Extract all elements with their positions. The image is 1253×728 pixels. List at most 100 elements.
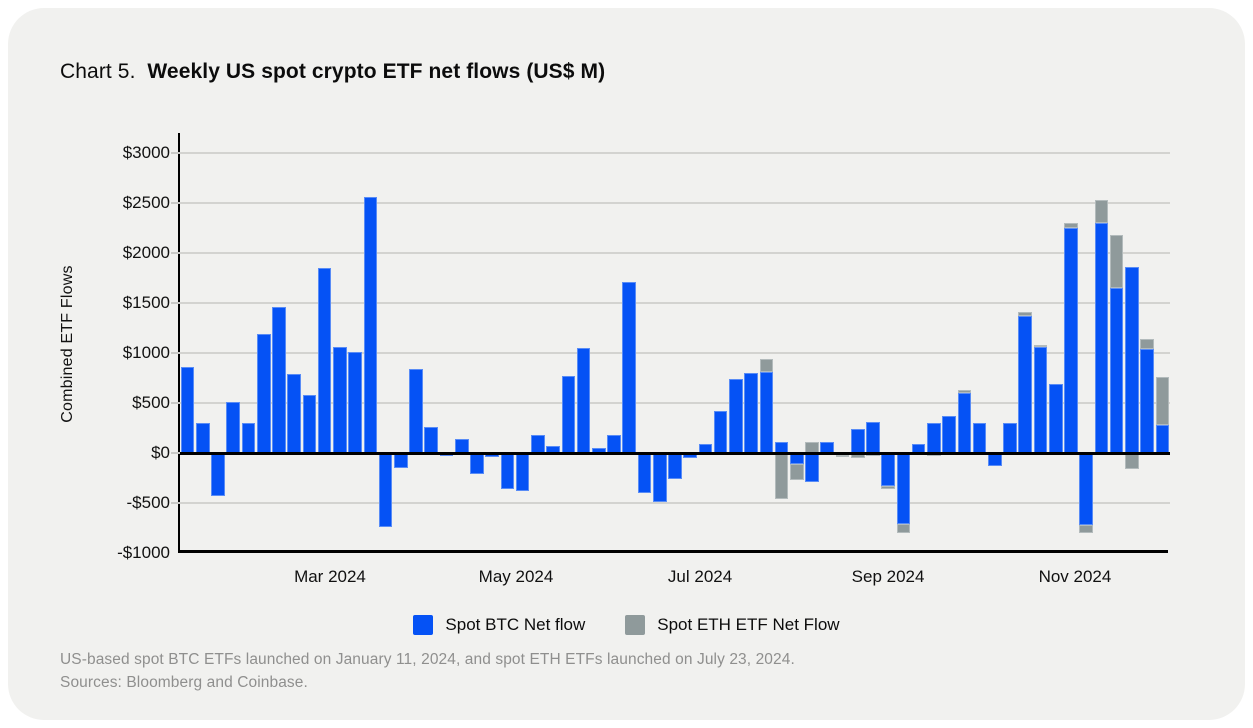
btc-bar-segment — [424, 426, 439, 453]
btc-bar-segment — [378, 453, 393, 527]
footnote-line-1: US-based spot BTC ETFs launched on Janua… — [60, 651, 795, 668]
btc-bar-segment — [637, 453, 652, 493]
btc-bar-segment — [287, 374, 301, 453]
btc-bar-segment — [683, 453, 697, 458]
btc-bar-segment — [896, 453, 911, 524]
eth-bar-segment — [1064, 223, 1078, 228]
btc-legend-label: Spot BTC Net flow — [445, 615, 586, 634]
gridline — [180, 502, 1170, 504]
y-tick-mark — [171, 202, 180, 204]
eth-bar-segment — [881, 486, 895, 489]
x-axis-label: Sep 2024 — [851, 567, 925, 586]
eth-bar-segment — [1033, 344, 1048, 347]
btc-bar-segment — [1003, 423, 1017, 453]
eth-bar-segment — [850, 453, 865, 458]
eth-bar-segment — [790, 464, 804, 480]
btc-bar-segment — [1048, 384, 1063, 453]
y-tick-mark — [171, 402, 180, 404]
y-tick-label: $500 — [132, 393, 170, 412]
btc-bar-segment — [927, 422, 941, 453]
btc-bar-segment — [1125, 266, 1139, 453]
btc-bar-segment — [622, 281, 637, 453]
btc-bar-segment — [196, 423, 210, 453]
btc-bar-segment — [1033, 347, 1048, 453]
eth-bar-segment — [1125, 453, 1139, 469]
btc-bar-segment — [592, 448, 606, 453]
x-axis-label: Jul 2024 — [667, 567, 733, 586]
y-tick-label: $1000 — [122, 343, 170, 362]
y-tick-mark — [171, 152, 180, 154]
y-axis-title: Combined ETF Flows — [59, 265, 76, 423]
btc-bar-segment — [470, 453, 484, 474]
btc-bar-segment — [363, 197, 378, 453]
btc-bar-segment — [348, 352, 362, 453]
btc-bar-segment — [790, 453, 804, 464]
btc-bar-segment — [607, 434, 621, 453]
eth-legend-swatch — [625, 615, 646, 635]
btc-bar-segment — [256, 334, 271, 453]
btc-bar-segment — [561, 375, 576, 453]
btc-bar-segment — [1109, 287, 1124, 453]
btc-bar-segment — [333, 346, 347, 453]
btc-bar-segment — [759, 371, 774, 453]
btc-bar-segment — [972, 423, 987, 453]
btc-bar-segment — [866, 421, 880, 453]
btc-bar-segment — [881, 453, 895, 486]
eth-legend-label: Spot ETH ETF Net Flow — [657, 615, 840, 634]
btc-bar-segment — [515, 453, 530, 491]
y-tick-mark — [171, 352, 180, 354]
gridline — [180, 202, 1170, 204]
legend: Spot BTC Net flow Spot ETH ETF Net Flow — [8, 612, 1245, 638]
gridline — [180, 302, 1170, 304]
btc-bar-segment — [805, 453, 819, 482]
eth-bar-segment — [896, 524, 911, 533]
gridline — [180, 252, 1170, 254]
btc-bar-segment — [394, 453, 408, 468]
chart-title-prefix: Chart 5. — [60, 60, 136, 83]
btc-bar-segment — [1155, 424, 1170, 453]
chart-title-main: Weekly US spot crypto ETF net flows (US$… — [147, 60, 606, 83]
btc-bar-segment — [713, 410, 728, 453]
btc-bar-segment — [576, 348, 591, 453]
eth-bar-segment — [1155, 377, 1170, 425]
eth-bar-segment — [774, 453, 789, 499]
eth-bar-segment — [1094, 200, 1109, 223]
y-tick-label: -$1000 — [117, 543, 170, 562]
btc-bar-segment — [774, 442, 789, 453]
eth-bar-segment — [805, 442, 819, 453]
legend-item-btc: Spot BTC Net flow — [413, 615, 585, 635]
btc-bar-segment — [500, 453, 515, 489]
chart-card: Chart 5. Weekly US spot crypto ETF net f… — [8, 8, 1245, 720]
y-tick-label: $2000 — [122, 243, 170, 262]
btc-bar-segment — [744, 373, 758, 453]
btc-bar-segment — [485, 453, 499, 457]
plot-area: $3000 $2500 $2000 $1500 $1000 $500 $0 -$500 -$10… — [117, 133, 1170, 586]
x-axis-label: Mar 2024 — [294, 567, 366, 586]
btc-bar-segment — [241, 423, 256, 453]
eth-bar-segment — [1079, 524, 1093, 533]
eth-bar-segment — [759, 359, 774, 372]
btc-bar-segment — [820, 442, 835, 453]
eth-bar-segment — [1018, 311, 1033, 316]
btc-bar-segment — [531, 434, 545, 453]
gridline — [180, 352, 1170, 354]
btc-bar-segment — [1094, 223, 1109, 453]
eth-bar-segment — [1140, 339, 1154, 349]
btc-bar-segment — [1018, 315, 1033, 453]
btc-bar-segment — [652, 453, 667, 502]
btc-bar-segment — [180, 367, 195, 453]
btc-bar-segment — [668, 453, 682, 479]
btc-bar-segment — [226, 402, 241, 453]
eth-bar-segment — [927, 453, 941, 456]
btc-bar-segment — [1079, 453, 1093, 525]
btc-bar-segment — [1140, 349, 1154, 453]
y-tick-mark — [171, 452, 180, 454]
btc-bar-segment — [850, 428, 865, 453]
btc-bar-segment — [317, 268, 332, 453]
y-tick-label: $0 — [151, 443, 170, 462]
chart-title: Chart 5. Weekly US spot crypto ETF net f… — [60, 60, 605, 84]
y-tick-label: $2500 — [122, 193, 170, 212]
btc-bar-segment — [272, 307, 286, 453]
y-tick-mark — [171, 252, 180, 254]
gridline — [180, 152, 1170, 154]
